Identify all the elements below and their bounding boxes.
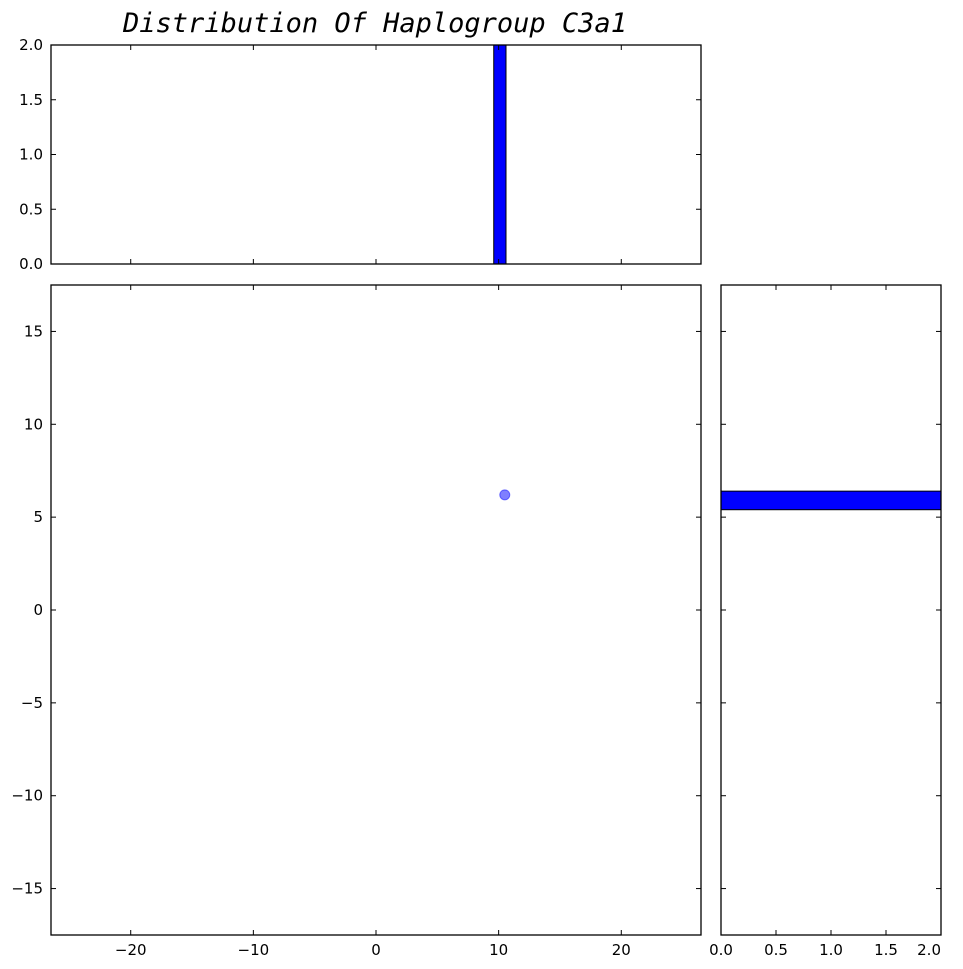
main-scatter-frame	[50, 284, 702, 936]
main-y-tick-label: 0	[33, 601, 43, 619]
main-x-tick-label: −20	[115, 941, 147, 959]
top-y-tick-label: 2.0	[19, 36, 43, 54]
right-x-tick-label: 1.0	[819, 941, 843, 959]
top-histogram-bar	[493, 44, 507, 265]
right-x-tick-label: 0.0	[709, 941, 733, 959]
right-x-tick-label: 1.5	[874, 941, 898, 959]
right-histogram-panel: 0.0 0.5 1.0 1.5 2.0	[709, 284, 942, 959]
right-x-tick-label: 2.0	[917, 941, 941, 959]
main-y-tick-label: −15	[11, 880, 43, 898]
main-x-tick-label: 20	[612, 941, 631, 959]
right-histogram-frame	[720, 284, 942, 936]
main-y-tick-label: −5	[21, 694, 43, 712]
scatter-point	[499, 489, 511, 501]
main-y-tick-label: 5	[33, 508, 43, 526]
right-x-tick-label: 0.5	[764, 941, 788, 959]
chart-title: Distribution Of Haplogroup C3a1	[122, 8, 627, 39]
main-scatter-panel: −20 −10 0 10 20 −15 −10 −5 0 5 10 15	[11, 284, 702, 959]
main-y-tick-label: 15	[24, 322, 43, 340]
top-y-tick-label: 1.0	[19, 146, 43, 164]
top-y-tick-label: 0.5	[19, 200, 43, 218]
main-x-tick-label: −10	[238, 941, 270, 959]
top-histogram-panel: 0.0 0.5 1.0 1.5 2.0	[19, 36, 702, 273]
main-x-tick-label: 0	[371, 941, 381, 959]
main-x-tick-label: 10	[489, 941, 508, 959]
top-y-tick-label: 0.0	[19, 255, 43, 273]
main-y-tick-label: 10	[24, 415, 43, 433]
top-y-tick-label: 1.5	[19, 91, 43, 109]
right-histogram-bar	[720, 490, 942, 511]
top-histogram-frame	[50, 44, 702, 265]
main-y-tick-label: −10	[11, 787, 43, 805]
